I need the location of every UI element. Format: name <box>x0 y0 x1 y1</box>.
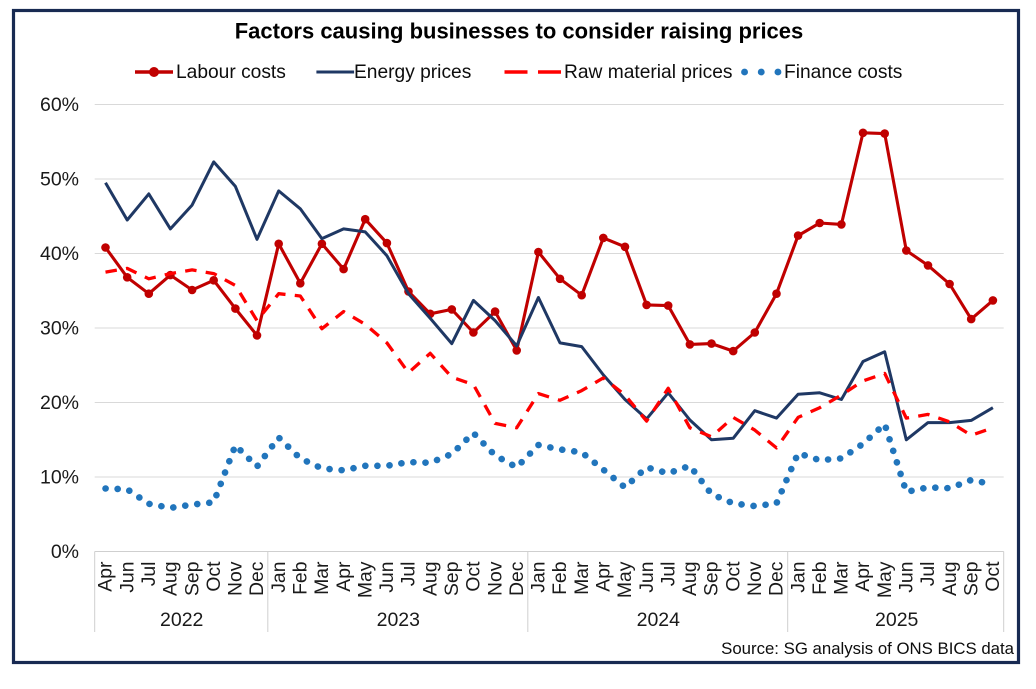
svg-text:Jan: Jan <box>268 562 290 593</box>
svg-text:Apr: Apr <box>95 561 117 592</box>
svg-text:Mar: Mar <box>831 561 853 595</box>
svg-text:Raw material prices: Raw material prices <box>564 62 732 83</box>
svg-text:May: May <box>874 561 896 598</box>
svg-text:Sep: Sep <box>701 562 723 597</box>
svg-text:Jan: Jan <box>787 562 809 593</box>
svg-text:Oct: Oct <box>203 561 225 592</box>
svg-text:Jul: Jul <box>398 562 420 587</box>
svg-text:0%: 0% <box>51 541 79 563</box>
svg-text:Dec: Dec <box>246 561 268 596</box>
svg-text:2022: 2022 <box>160 609 203 631</box>
svg-text:Aug: Aug <box>160 562 182 597</box>
svg-text:Nov: Nov <box>225 561 247 596</box>
svg-text:Jul: Jul <box>138 562 160 587</box>
svg-text:Nov: Nov <box>484 561 506 596</box>
svg-text:Dec: Dec <box>506 561 528 596</box>
svg-text:Apr: Apr <box>333 561 355 592</box>
svg-text:Feb: Feb <box>549 562 571 595</box>
svg-text:Oct: Oct <box>722 561 744 592</box>
svg-text:Sep: Sep <box>960 562 982 597</box>
svg-text:Aug: Aug <box>419 562 441 597</box>
svg-text:Jul: Jul <box>917 562 939 587</box>
svg-text:Finance costs: Finance costs <box>784 62 902 83</box>
svg-text:Dec: Dec <box>766 561 788 596</box>
svg-text:Jun: Jun <box>636 562 658 593</box>
svg-text:2024: 2024 <box>637 609 681 631</box>
svg-text:Source: SG analysis of ONS BIC: Source: SG analysis of ONS BICS data <box>721 639 1015 658</box>
svg-text:Jul: Jul <box>657 562 679 587</box>
svg-text:Feb: Feb <box>290 562 312 595</box>
svg-text:Factors causing businesses to: Factors causing businesses to consider r… <box>235 19 804 44</box>
svg-text:2025: 2025 <box>875 609 919 631</box>
svg-text:Aug: Aug <box>679 562 701 597</box>
svg-text:Jun: Jun <box>116 562 138 593</box>
svg-text:10%: 10% <box>40 467 79 489</box>
svg-text:Sep: Sep <box>441 562 463 597</box>
svg-text:May: May <box>614 561 636 598</box>
svg-text:Energy prices: Energy prices <box>354 62 471 83</box>
svg-text:Oct: Oct <box>463 561 485 592</box>
svg-text:20%: 20% <box>40 392 79 414</box>
svg-text:Aug: Aug <box>939 562 961 597</box>
svg-text:2023: 2023 <box>377 609 420 631</box>
svg-text:Apr: Apr <box>852 561 874 592</box>
svg-text:Apr: Apr <box>593 561 615 592</box>
svg-text:Jan: Jan <box>528 562 550 593</box>
svg-text:May: May <box>354 561 376 598</box>
svg-text:60%: 60% <box>40 94 79 116</box>
svg-text:40%: 40% <box>40 243 79 265</box>
svg-text:Jun: Jun <box>376 562 398 593</box>
svg-text:Mar: Mar <box>311 561 333 595</box>
svg-text:Sep: Sep <box>181 562 203 597</box>
svg-text:Labour costs: Labour costs <box>176 62 286 83</box>
svg-text:50%: 50% <box>40 169 79 191</box>
svg-text:Jun: Jun <box>896 562 918 593</box>
svg-text:Feb: Feb <box>809 562 831 595</box>
svg-text:Oct: Oct <box>982 561 1004 592</box>
svg-text:30%: 30% <box>40 318 79 340</box>
svg-text:Mar: Mar <box>571 561 593 595</box>
svg-text:Nov: Nov <box>744 561 766 596</box>
